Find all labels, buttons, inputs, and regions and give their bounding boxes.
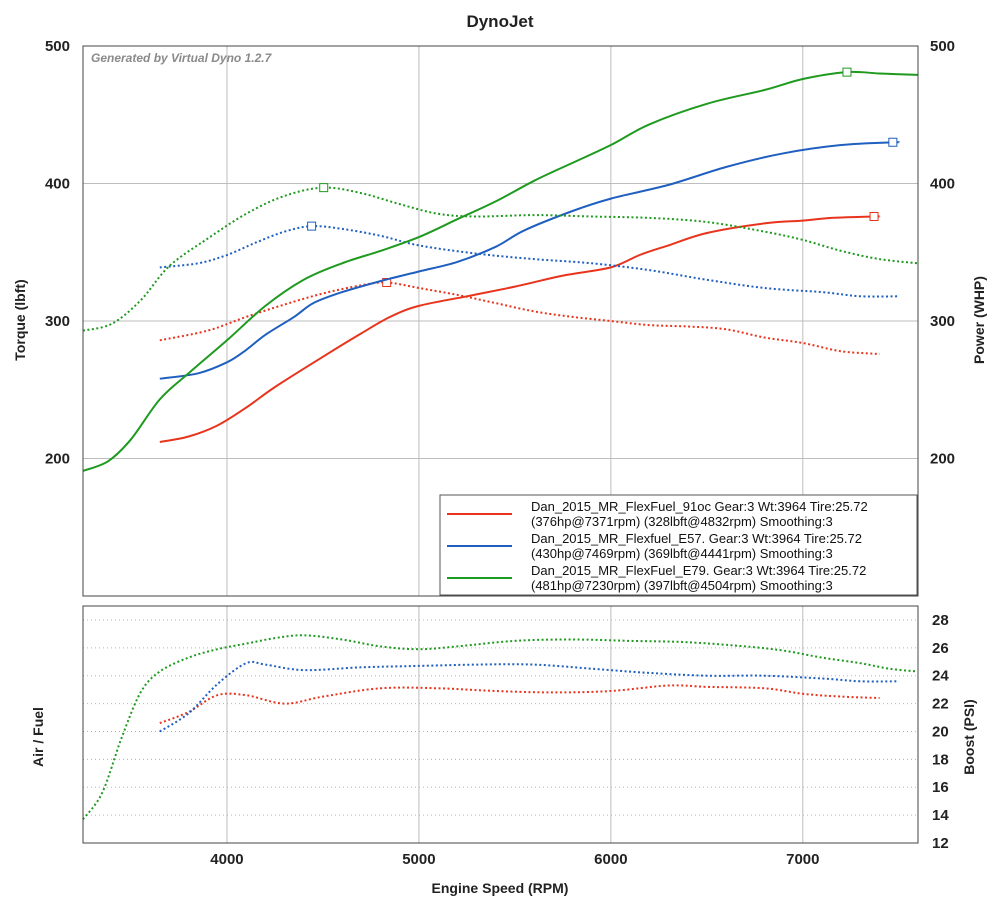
- top-plot-frame: [82, 45, 919, 597]
- series-power-dan-2015-mr-flexfuel-e79: [82, 70, 919, 472]
- legend-e57-line1: Dan_2015_MR_Flexfuel_E57. Gear:3 Wt:3964…: [531, 531, 862, 546]
- legend-91oc-line1: Dan_2015_MR_FlexFuel_91oc Gear:3 Wt:3964…: [531, 499, 868, 514]
- torque-tick-label-300: 300: [45, 313, 70, 330]
- bottom-plot-frame: [82, 605, 919, 844]
- boost-tick-label-16: 16: [932, 779, 949, 796]
- series-air-fuel-dan-2015-mr-flexfuel-91oc: [159, 684, 880, 725]
- torque-axis-label: Torque (lbft): [12, 279, 28, 360]
- boost-tick-label-26: 26: [932, 640, 949, 657]
- x-axis-label: Engine Speed (RPM): [432, 880, 569, 896]
- torque-tick-label-500: 500: [45, 38, 70, 55]
- rpm-tick-label-4000: 4000: [210, 851, 243, 868]
- series-power-dan-2015-mr-flexfuel-91oc: [159, 215, 881, 443]
- bottom-plot-area: [83, 606, 918, 843]
- boost-tick-label-14: 14: [932, 807, 949, 824]
- torque-tick-label-400: 400: [45, 175, 70, 192]
- legend-91oc-line2: (376hp@7371rpm) (328lbft@4832rpm) Smooth…: [531, 514, 833, 529]
- peak-marker-torque-dan-2015-mr-flexfuel-e57: [307, 221, 317, 231]
- plot-layer: 200 300 400 500 200 300 400 500 12 14 16 18 20 22 24 26…: [45, 38, 955, 868]
- power-tick-label-500: 500: [930, 38, 955, 55]
- power-tick-label-200: 200: [930, 450, 955, 467]
- rpm-tick-label-6000: 6000: [594, 851, 627, 868]
- watermark-text: Generated by Virtual Dyno 1.2.7: [91, 51, 273, 65]
- peak-marker-power-dan-2015-mr-flexfuel-e57: [888, 137, 898, 147]
- peak-marker-torque-dan-2015-mr-flexfuel-e79: [319, 183, 329, 193]
- torque-tick-label-200: 200: [45, 450, 70, 467]
- boost-tick-label-22: 22: [932, 696, 949, 713]
- series-torque-dan-2015-mr-flexfuel-e79: [82, 186, 919, 332]
- boost-tick-label-28: 28: [932, 612, 949, 629]
- boost-tick-label-20: 20: [932, 723, 949, 740]
- rpm-tick-label-7000: 7000: [786, 851, 819, 868]
- peak-marker-power-dan-2015-mr-flexfuel-91oc: [869, 212, 879, 221]
- peak-marker-power-dan-2015-mr-flexfuel-e79: [842, 67, 852, 77]
- series-air-fuel-dan-2015-mr-flexfuel-e79: [82, 634, 919, 820]
- power-tick-label-300: 300: [930, 313, 955, 330]
- legend-e79-line2: (481hp@7230rpm) (397lbft@4504rpm) Smooth…: [531, 578, 833, 593]
- air-fuel-axis-label: Air / Fuel: [30, 707, 46, 767]
- power-axis-label: Power (WHP): [971, 276, 987, 364]
- power-tick-label-400: 400: [930, 175, 955, 192]
- legend-e79-line1: Dan_2015_MR_FlexFuel_E79. Gear:3 Wt:3964…: [531, 563, 866, 578]
- chart-title: DynoJet: [466, 12, 533, 31]
- series-air-fuel-dan-2015-mr-flexfuel-e57: [159, 660, 899, 733]
- boost-tick-label-18: 18: [932, 751, 949, 768]
- legend-box: [439, 494, 918, 596]
- legend: Dan_2015_MR_FlexFuel_91oc Gear:3 Wt:3964…: [439, 494, 918, 596]
- legend-e57-line2: (430hp@7469rpm) (369lbft@4441rpm) Smooth…: [531, 546, 833, 561]
- boost-tick-label-12: 12: [932, 835, 949, 852]
- series-torque-dan-2015-mr-flexfuel-e57: [159, 225, 899, 298]
- series-power-dan-2015-mr-flexfuel-e57: [159, 141, 901, 380]
- rpm-tick-label-5000: 5000: [402, 851, 435, 868]
- boost-axis-label: Boost (PSI): [961, 699, 977, 774]
- boost-tick-label-24: 24: [932, 668, 949, 685]
- series-torque-dan-2015-mr-flexfuel-91oc: [159, 281, 880, 355]
